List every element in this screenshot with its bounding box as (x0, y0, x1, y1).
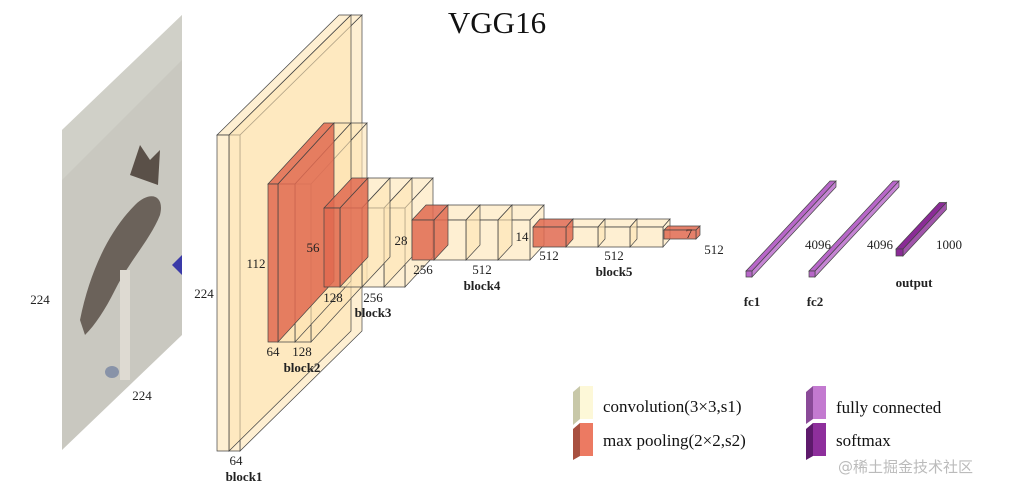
final-pool-top (663, 225, 701, 231)
block1-channels-label: 64 (230, 453, 244, 468)
legend-softmax-swatch (806, 423, 826, 460)
block4-size-label: 28 (395, 233, 408, 248)
block4-label: block4 (464, 278, 501, 293)
legend-pool-swatch (573, 423, 593, 460)
legend-fc-swatch (806, 386, 826, 424)
block3-size-label: 56 (307, 240, 321, 255)
block2-size-label: 112 (246, 256, 265, 271)
block5-layer-1 (532, 218, 574, 248)
block5-layer-2 (565, 218, 606, 248)
fc1-label: fc1 (744, 294, 761, 309)
block5-channels-label: 512 (604, 248, 624, 263)
legend-softmax: softmax (836, 431, 891, 450)
block2-channels-label: 128 (292, 344, 312, 359)
fc2-bar (808, 180, 900, 278)
block3-label: block3 (355, 305, 392, 320)
watermark: @稀土掘金技术社区 (838, 458, 973, 476)
diagram-title: VGG16 (448, 5, 546, 40)
input-height-label: 224 (30, 292, 50, 307)
block2-layer-1-front (267, 183, 279, 343)
block5-pool-channels-label: 512 (539, 248, 559, 263)
block2-layer-1 (267, 122, 335, 343)
block1-layer-1-front (216, 134, 230, 452)
fc1-bar-front (745, 270, 753, 278)
block3-channels-label: 256 (363, 290, 383, 305)
legend-convolution: convolution(3×3,s1) (603, 397, 742, 416)
output-bar (895, 201, 948, 257)
input-width-label: 224 (132, 388, 152, 403)
fc2-label: fc2 (807, 294, 824, 309)
fc2-bar-front (808, 270, 816, 278)
block2-label: block2 (284, 360, 321, 375)
final-pool (663, 225, 701, 240)
block5-size-label: 14 (516, 229, 530, 244)
block1-label: block1 (226, 469, 263, 484)
block1-size-label: 224 (194, 286, 214, 301)
block4-channels-label: 512 (472, 262, 492, 277)
fc1-bar (745, 180, 837, 278)
block2-pool-channels-label: 64 (267, 344, 281, 359)
legend: convolution(3×3,s1) max pooling(2×2,s2) … (573, 386, 942, 460)
final-pool-front (663, 229, 697, 240)
legend-max-pooling: max pooling(2×2,s2) (603, 431, 746, 450)
final-pool-size-label: 7 (686, 226, 693, 241)
block5-layer-1-front (532, 226, 567, 248)
block3-layer-1 (323, 177, 369, 288)
final-pool-channels-label: 512 (704, 242, 724, 257)
legend-fully-connected: fully connected (836, 398, 942, 417)
fc2-units-label: 4096 (867, 237, 894, 252)
output-units-label: 1000 (936, 237, 962, 252)
input-image (62, 15, 182, 450)
output-label: output (896, 275, 934, 290)
fc1-units-label: 4096 (805, 237, 832, 252)
block5-layer-3 (597, 218, 638, 248)
block3-pool-channels-label: 128 (323, 290, 343, 305)
block4-layer-1 (411, 204, 449, 261)
block3-layer-1-front (323, 207, 341, 288)
block5-label: block5 (596, 264, 633, 279)
output-bar-front (895, 248, 904, 257)
legend-conv-swatch (573, 386, 593, 425)
block4-pool-channels-label: 256 (413, 262, 433, 277)
block4-layer-1-front (411, 219, 435, 261)
